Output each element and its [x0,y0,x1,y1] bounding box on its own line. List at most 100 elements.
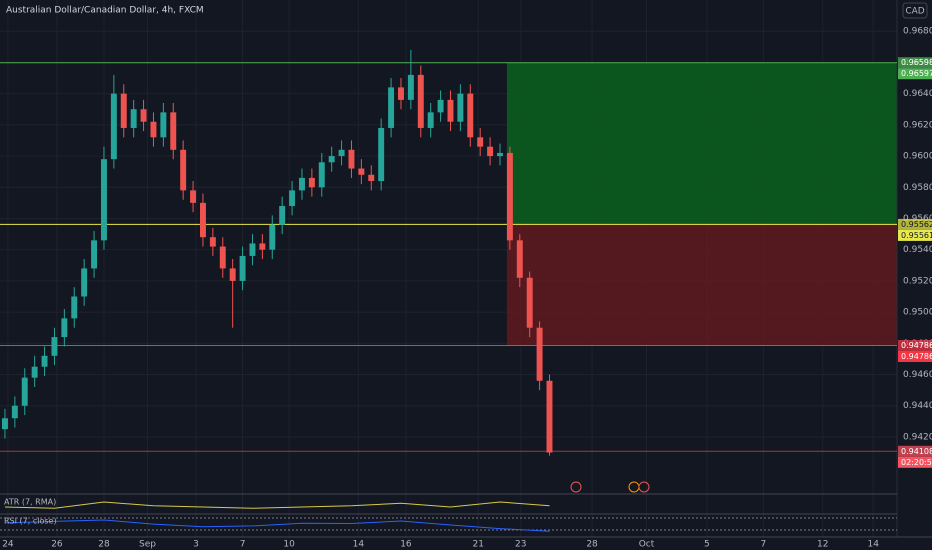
price-label: 0.95561 [901,231,932,240]
event-icon[interactable] [570,481,582,493]
x-tick-label: 26 [51,540,63,550]
price-label: 0.94786 [901,352,932,361]
candle-body [427,112,434,128]
candle-body [130,109,137,128]
candle-body [506,152,513,241]
candle-body [378,127,385,182]
price-label-box [898,339,932,351]
y-tick-label: 0.96800 [903,27,932,37]
candle-body [308,177,315,188]
currency[interactable]: CAD [905,7,924,17]
events[interactable] [570,481,650,493]
candle-body [388,87,395,128]
atr-line [4,501,550,509]
x-tick-label: Sep [139,540,156,550]
price-label: 02:20:53 [901,458,932,467]
price-label: 0.95562 [901,220,932,229]
candle-body [328,156,335,163]
candle-body [190,190,197,203]
x-tick-label: 3 [193,540,199,550]
x-tick-label: 14 [868,540,880,550]
rsi-name: RSI (7, close) [4,517,57,526]
candle-body [279,205,286,225]
candle-body [71,296,78,319]
candle-body [180,149,187,191]
candle-body [110,93,117,160]
event-icon[interactable] [638,481,650,493]
x-tick-label: 24 [2,540,14,550]
candle-body [407,74,414,100]
candle-body [526,277,533,328]
candle-body [61,318,68,338]
candle-body [150,121,157,138]
candle-body [358,168,365,175]
candle-body [516,240,523,278]
candle-body [437,99,444,113]
x-tick-label: 28 [98,540,110,550]
candle-body [100,159,107,241]
price-label: 0.96597 [901,69,932,78]
candle-body [398,87,404,100]
candle-body [259,243,266,250]
candle-body [318,162,325,188]
candle-body [487,146,494,157]
x-tick-label: 7 [760,540,766,550]
price-label: 0.94786 [901,341,932,350]
candle-body [249,243,256,256]
candle-body [457,93,464,122]
candle-body [289,190,296,206]
candle-body [219,246,226,269]
candle-body [338,149,345,157]
atr-name: ATR (7, RMA) [4,498,56,507]
candle-body [140,109,147,122]
price-label-box [898,445,932,457]
price-label-box [898,229,932,241]
x-tick-label: Oct [639,540,655,550]
candle-body [497,152,503,157]
price-label-box [898,350,932,362]
candle-body [348,149,355,169]
target-zone [506,62,897,225]
candle-body [51,337,58,356]
x-tick-label: 10 [283,540,295,550]
candle-body [299,177,305,191]
price-label-box [898,57,932,69]
x-tick-label: 12 [817,540,828,550]
x-tick-label: 7 [240,540,246,550]
stop-zone [506,224,897,346]
x-tick-label: 16 [400,540,412,550]
candle-body [477,137,484,147]
candle-body [120,93,127,128]
candle-body [447,99,454,122]
x-tick-label: 28 [586,540,598,550]
price-label-box [898,218,932,230]
price-label-box [898,456,932,468]
candle-body [467,93,474,138]
candle-body [170,112,177,150]
candle-body [199,202,206,238]
price-label-box [898,68,932,80]
candle-body [160,112,167,138]
candle-body [21,377,28,406]
candle-body [11,405,18,419]
chart-title: Australian Dollar/Canadian Dollar, 4h, F… [6,6,204,16]
candle-body [546,380,553,453]
currency-box[interactable] [902,2,928,19]
x-tick-label: 21 [472,540,483,550]
candle-body [209,237,216,247]
candle-body [239,255,246,281]
candle-body [81,268,88,297]
candle-body [269,224,276,250]
candle-body [536,327,543,381]
x-tick-label: 5 [704,540,710,550]
